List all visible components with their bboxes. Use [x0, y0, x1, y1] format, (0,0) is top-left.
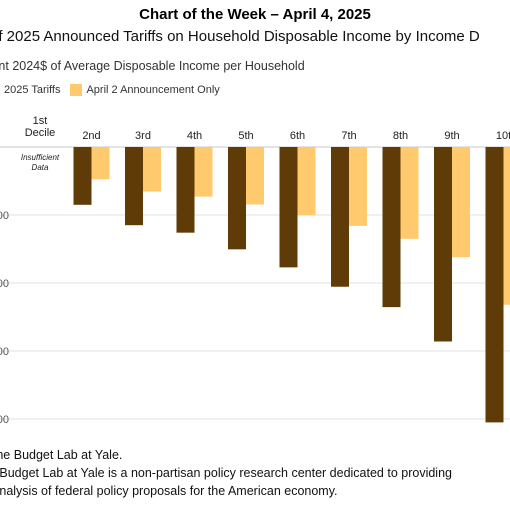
x-tick-label: 4th — [187, 130, 202, 142]
legend-item-2025-tariffs: 2025 Tariffs — [0, 84, 60, 96]
bar-april-2-1 — [91, 147, 110, 180]
y-tick-label: 00 — [0, 210, 9, 222]
legend-label-2025-tariffs: 2025 Tariffs — [4, 84, 61, 96]
x-tick-label: 9th — [444, 130, 459, 142]
x-tick-label: 5th — [238, 130, 253, 142]
bar-april-2-9 — [503, 147, 510, 305]
x-tick-label: 6th — [290, 130, 305, 142]
bar-2025-tariffs-8 — [434, 147, 452, 342]
bar-2025-tariffs-1 — [73, 147, 92, 205]
page-title: Chart of the Week – April 4, 2025 — [139, 6, 371, 23]
footer: : The Budget Lab at Yale. he Budget Lab … — [0, 446, 510, 500]
bar-april-2-5 — [297, 147, 316, 216]
y-tick-label: 00 — [0, 346, 9, 358]
chart-legend: 2025 Tariffs April 2 Announcement Only — [0, 84, 230, 96]
x-tick-label: 2nd — [82, 130, 100, 142]
bar-april-2-8 — [452, 147, 470, 258]
bar-2025-tariffs-2 — [125, 147, 143, 226]
source-note: : The Budget Lab at Yale. — [0, 448, 123, 462]
bar-april-2-6 — [349, 147, 367, 226]
x-tick-label: 8th — [393, 130, 408, 142]
about-note-line-1: he Budget Lab at Yale is a non-partisan … — [0, 466, 452, 480]
bar-april-2-7 — [400, 147, 419, 239]
x-tick-label: 3rd — [135, 130, 151, 142]
bar-2025-tariffs-4 — [228, 147, 246, 250]
insufficient-data-note: Insufficient Data — [21, 153, 60, 172]
y-tick-label: 00 — [0, 278, 9, 290]
bar-2025-tariffs-6 — [331, 147, 349, 287]
legend-swatch-april-2 — [70, 84, 83, 96]
bar-2025-tariffs-9 — [485, 147, 504, 423]
about-note-line-2: h analysis of federal policy proposals f… — [0, 484, 338, 498]
legend-item-april-2: April 2 Announcement Only — [70, 84, 220, 96]
x-tick-label: 1st Decile — [25, 115, 56, 139]
bar-2025-tariffs-5 — [279, 147, 298, 268]
x-tick-label: 7th — [341, 130, 356, 142]
y-axis-label: tant 2024$ of Average Disposable Income … — [0, 59, 305, 73]
bar-2025-tariffs-7 — [382, 147, 401, 308]
chart-subtitle: of 2025 Announced Tariffs on Household D… — [0, 28, 480, 45]
bar-april-2-2 — [143, 147, 161, 192]
legend-label-april-2: April 2 Announcement Only — [86, 84, 220, 96]
y-tick-label: 00 — [0, 414, 9, 426]
bar-april-2-3 — [194, 147, 213, 197]
x-tick-label: 10t — [496, 130, 510, 142]
bar-2025-tariffs-3 — [176, 147, 195, 233]
bar-april-2-4 — [246, 147, 264, 205]
